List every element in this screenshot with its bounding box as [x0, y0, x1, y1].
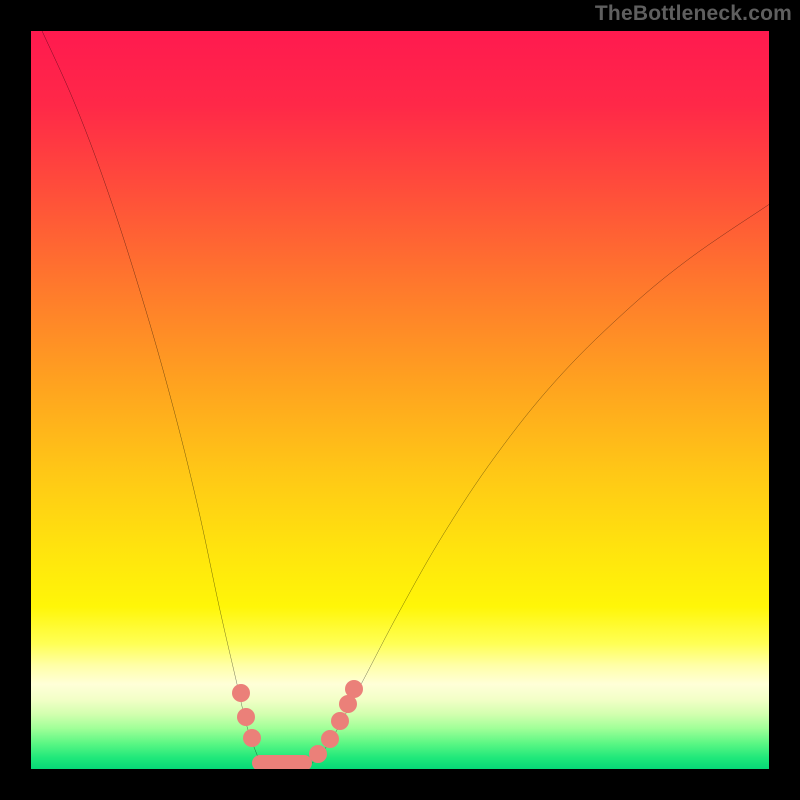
marker-dot [309, 745, 327, 763]
watermark-text: TheBottleneck.com [595, 2, 792, 26]
marker-dot [237, 708, 255, 726]
markers-layer [31, 31, 769, 769]
marker-dot [321, 730, 339, 748]
marker-dot [339, 695, 357, 713]
marker-dot [243, 729, 261, 747]
marker-dot [232, 684, 250, 702]
chart-canvas: TheBottleneck.com [0, 0, 800, 800]
marker-dot [345, 680, 363, 698]
plot-area [31, 31, 769, 769]
marker-bar [252, 755, 312, 769]
marker-dot [331, 712, 349, 730]
